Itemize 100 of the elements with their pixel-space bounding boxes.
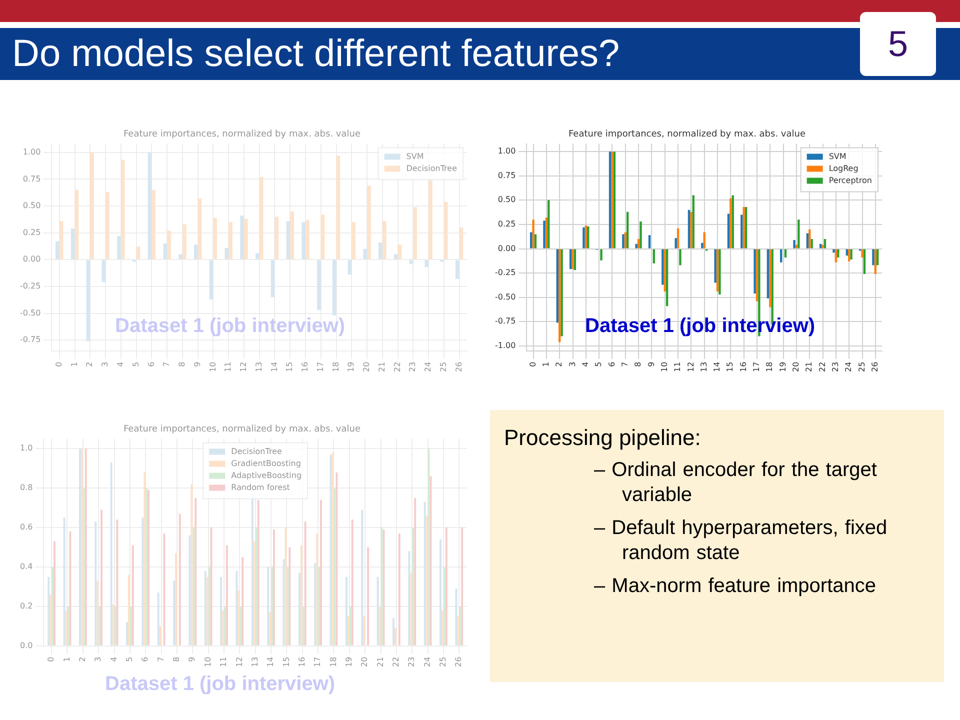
x-tick-label: 1 xyxy=(62,656,72,662)
bar xyxy=(819,244,822,248)
bar xyxy=(703,232,706,248)
y-tick-label: 0.25 xyxy=(22,228,41,237)
bar xyxy=(444,202,448,260)
bar xyxy=(574,249,576,270)
bar xyxy=(259,177,264,260)
bar xyxy=(676,228,680,248)
bar xyxy=(861,249,864,258)
x-tick-label: 0 xyxy=(54,362,64,367)
x-tick-label: 23 xyxy=(831,362,840,372)
x-tick-label: 0 xyxy=(528,362,538,367)
legend-label: Random forest xyxy=(231,482,290,492)
x-tick-label: 15 xyxy=(726,362,735,372)
legend-label: SVM xyxy=(828,152,846,161)
bar xyxy=(688,210,690,248)
x-tick-label: 26 xyxy=(870,362,880,372)
text: Do models select different features? xyxy=(12,32,620,77)
bar xyxy=(367,186,371,260)
x-tick-label: 4 xyxy=(116,362,125,367)
x-tick-label: 16 xyxy=(738,362,748,372)
bar xyxy=(194,244,198,260)
x-tick-label: 18 xyxy=(765,362,774,372)
y-tick-label: 0.75 xyxy=(498,170,516,180)
bar xyxy=(635,244,638,248)
bar xyxy=(302,222,306,260)
x-tick-label: 20 xyxy=(360,656,370,668)
bar xyxy=(455,260,460,279)
bar xyxy=(874,249,877,274)
chart-title: Feature importances, normalized by max. abs. value xyxy=(123,424,361,435)
bar xyxy=(305,220,310,260)
bar xyxy=(730,198,732,248)
bar xyxy=(769,249,772,308)
bar xyxy=(824,239,826,248)
text: 5 xyxy=(860,12,936,76)
y-tick-label: 1.00 xyxy=(22,147,41,156)
bar xyxy=(240,216,244,260)
bar xyxy=(286,221,290,260)
bar xyxy=(744,206,748,248)
legend-label: DecisionTree xyxy=(406,164,458,173)
x-tick-label: 10 xyxy=(203,656,212,668)
bar xyxy=(558,249,561,342)
bar xyxy=(727,214,730,248)
x-tick-label: 15 xyxy=(285,362,294,372)
bar xyxy=(378,242,382,260)
x-tick-label: 10 xyxy=(208,362,218,372)
bar xyxy=(872,249,874,266)
x-tick-label: 22 xyxy=(392,656,401,668)
x-tick-label: 6 xyxy=(146,362,156,367)
bar xyxy=(834,249,838,262)
x-tick-label: 19 xyxy=(344,656,354,668)
bar xyxy=(398,244,402,260)
legend-label: SVM xyxy=(406,152,424,161)
x-tick-label: 10 xyxy=(660,362,669,372)
bar xyxy=(664,249,666,292)
y-tick-label: -0.75 xyxy=(494,316,516,326)
bar xyxy=(863,249,866,274)
bar xyxy=(336,156,340,260)
y-tick-label: 0.8 xyxy=(20,483,33,492)
bar xyxy=(714,249,716,283)
x-tick-label: 1 xyxy=(542,362,551,367)
y-tick-label: -0.25 xyxy=(20,282,41,291)
x-tick-label: 24 xyxy=(422,656,432,668)
bar xyxy=(652,249,656,264)
x-tick-label: 4 xyxy=(109,656,118,662)
x-tick-label: 20 xyxy=(362,362,372,372)
bar xyxy=(74,190,79,260)
bar xyxy=(716,249,719,292)
bar xyxy=(611,152,614,248)
x-tick-label: 4 xyxy=(580,362,590,367)
x-tick-label: 25 xyxy=(438,656,448,668)
bar xyxy=(560,249,563,336)
x-tick-label: 25 xyxy=(439,362,448,372)
bar xyxy=(530,232,532,248)
x-tick-label: 20 xyxy=(792,362,801,372)
legend-label: DecisionTree xyxy=(231,446,282,456)
y-tick-label: -0.75 xyxy=(20,335,41,344)
x-tick-label: 21 xyxy=(804,362,814,372)
x-tick-label: 21 xyxy=(376,656,385,668)
bar xyxy=(876,249,879,266)
bar xyxy=(148,152,152,260)
text: Processing pipeline: xyxy=(504,424,702,452)
legend-label: Perceptron xyxy=(828,176,872,185)
bar xyxy=(793,240,796,248)
x-tick-label: 21 xyxy=(377,362,386,372)
bar xyxy=(608,152,612,248)
bar xyxy=(178,254,182,260)
legend-label: GradientBoosting xyxy=(231,458,301,468)
bar xyxy=(795,244,798,248)
x-tick-label: 12 xyxy=(686,362,696,372)
x-tick-label: 23 xyxy=(408,362,418,372)
x-tick-label: 18 xyxy=(331,362,340,372)
x-tick-label: 5 xyxy=(131,362,140,367)
bar xyxy=(808,229,811,248)
bar xyxy=(244,218,248,260)
x-tick-label: 6 xyxy=(607,362,616,367)
bar xyxy=(534,234,537,248)
bar xyxy=(256,253,260,260)
bar xyxy=(86,260,90,342)
bar xyxy=(59,221,64,260)
